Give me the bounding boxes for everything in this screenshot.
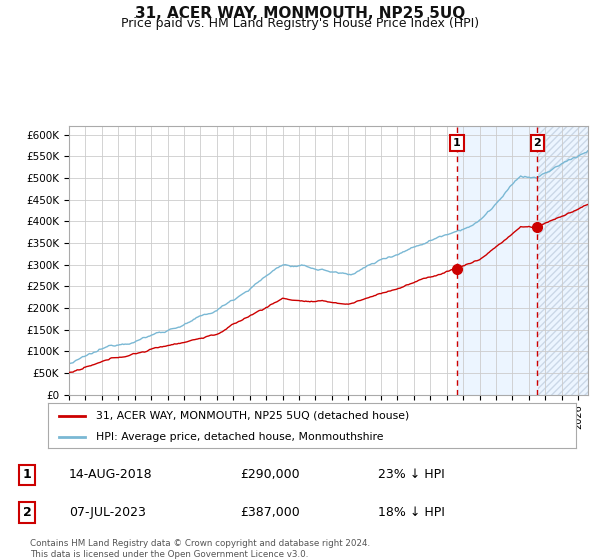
Text: 18% ↓ HPI: 18% ↓ HPI bbox=[378, 506, 445, 519]
Text: 23% ↓ HPI: 23% ↓ HPI bbox=[378, 468, 445, 481]
Text: 31, ACER WAY, MONMOUTH, NP25 5UQ: 31, ACER WAY, MONMOUTH, NP25 5UQ bbox=[135, 6, 465, 21]
Text: Contains HM Land Registry data © Crown copyright and database right 2024.
This d: Contains HM Land Registry data © Crown c… bbox=[30, 539, 370, 559]
Text: HPI: Average price, detached house, Monmouthshire: HPI: Average price, detached house, Monm… bbox=[95, 432, 383, 442]
Text: £290,000: £290,000 bbox=[240, 468, 299, 481]
Text: 1: 1 bbox=[453, 138, 461, 148]
Text: 2: 2 bbox=[533, 138, 541, 148]
Text: 1: 1 bbox=[23, 468, 31, 481]
Text: 14-AUG-2018: 14-AUG-2018 bbox=[69, 468, 152, 481]
Text: 2: 2 bbox=[23, 506, 31, 519]
Text: 31, ACER WAY, MONMOUTH, NP25 5UQ (detached house): 31, ACER WAY, MONMOUTH, NP25 5UQ (detach… bbox=[95, 410, 409, 421]
Text: £387,000: £387,000 bbox=[240, 506, 300, 519]
Text: 07-JUL-2023: 07-JUL-2023 bbox=[69, 506, 146, 519]
Text: Price paid vs. HM Land Registry's House Price Index (HPI): Price paid vs. HM Land Registry's House … bbox=[121, 17, 479, 30]
